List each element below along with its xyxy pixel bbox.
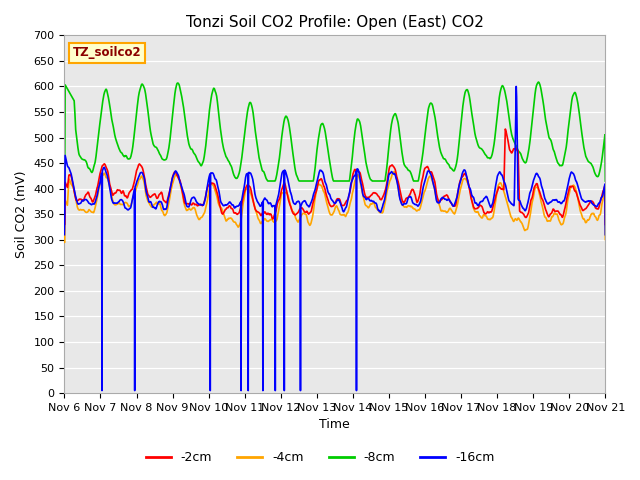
Title: Tonzi Soil CO2 Profile: Open (East) CO2: Tonzi Soil CO2 Profile: Open (East) CO2 bbox=[186, 15, 484, 30]
Y-axis label: Soil CO2 (mV): Soil CO2 (mV) bbox=[15, 170, 28, 258]
X-axis label: Time: Time bbox=[319, 419, 350, 432]
Legend: -2cm, -4cm, -8cm, -16cm: -2cm, -4cm, -8cm, -16cm bbox=[141, 446, 499, 469]
Text: TZ_soilco2: TZ_soilco2 bbox=[72, 46, 141, 59]
